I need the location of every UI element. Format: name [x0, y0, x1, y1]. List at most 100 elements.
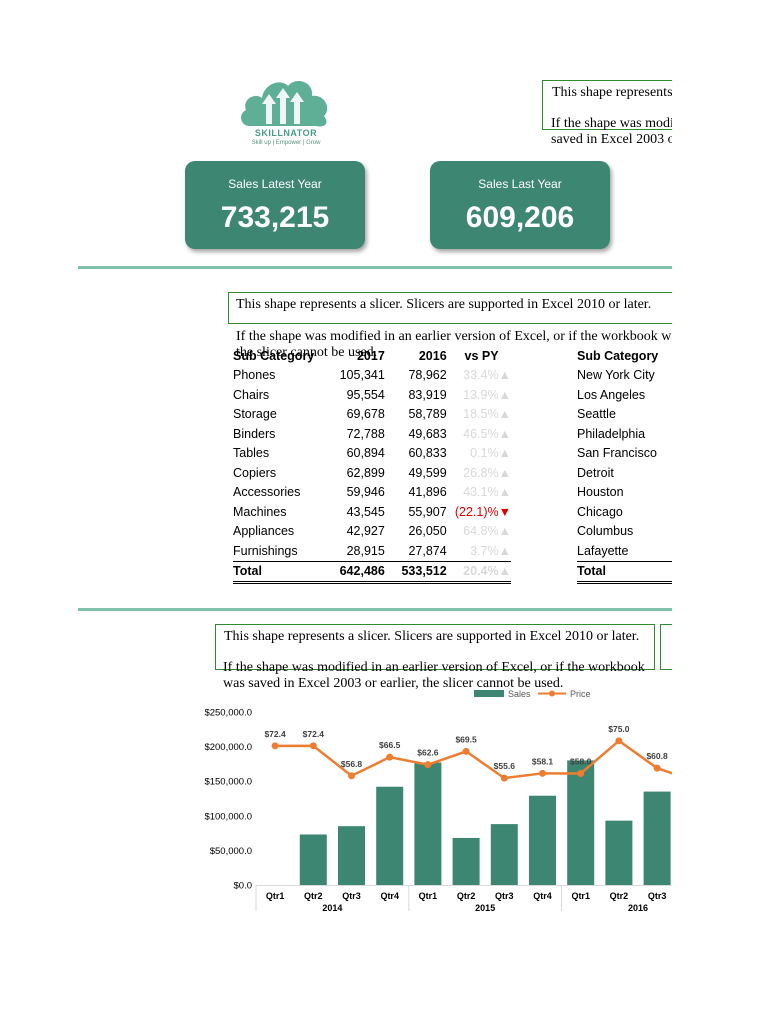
kpi-sales-last-year: Sales Last Year 609,206 — [430, 161, 610, 249]
subcategory-cell: Tables — [233, 446, 270, 461]
slicer-text: This shape represents a slicer. Slicers … — [236, 297, 652, 312]
sales-2016-cell: 58,789 — [408, 407, 447, 422]
x-tick-label: Qtr3 — [648, 891, 667, 901]
table-row[interactable]: Phones 105,341 78,962 33.4% ▲ — [233, 366, 511, 386]
vs-py-cell: 0.1% — [470, 446, 499, 461]
table-row[interactable]: Machines 43,545 55,907 (22.1)% ▼ — [233, 502, 511, 522]
table-row[interactable]: Houston — [577, 483, 672, 503]
sales-2017-cell: 28,915 — [346, 543, 385, 558]
sales-bar — [338, 826, 365, 885]
sales-2017-cell: 59,946 — [346, 485, 385, 500]
vs-py-cell: 46.5% — [463, 426, 499, 441]
table-row[interactable]: Appliances 42,927 26,050 64.8% ▲ — [233, 522, 511, 542]
column-header[interactable]: vs PY — [464, 348, 499, 363]
sales-2016-cell: 27,874 — [408, 543, 447, 558]
table-row[interactable]: San Francisco — [577, 444, 672, 464]
subcategory-cell: Furnishings — [233, 543, 298, 558]
column-header[interactable]: 2017 — [356, 348, 385, 363]
table-row[interactable]: Accessories 59,946 41,896 43.1% ▲ — [233, 483, 511, 503]
subcategory-cell: Accessories — [233, 485, 301, 500]
sales-2016-cell: 41,896 — [408, 485, 447, 500]
sales-bar — [376, 786, 404, 885]
table-row[interactable]: Chicago — [577, 502, 672, 522]
total-label: Total — [233, 560, 323, 584]
sales-2016-cell: 60,833 — [408, 446, 447, 461]
table-row[interactable]: Chairs 95,554 83,919 13.9% ▲ — [233, 385, 511, 405]
sales-2016-cell: 55,907 — [408, 504, 447, 519]
column-header[interactable]: Sub Category — [577, 348, 659, 363]
sales-bar — [490, 824, 518, 885]
slicer-placeholder-bottom[interactable]: This shape represents a slicer. Slicers … — [215, 624, 655, 670]
city-cell: San Francisco — [577, 446, 657, 461]
table-row[interactable]: Columbus — [577, 522, 672, 542]
section-divider — [78, 266, 672, 269]
table-row[interactable]: Storage 69,678 58,789 18.5% ▲ — [233, 405, 511, 425]
price-data-label: $75.0 — [608, 724, 630, 734]
up-arrow-icon: ▲ — [498, 465, 511, 480]
down-arrow-icon: ▼ — [498, 504, 511, 519]
sales-2017-cell: 62,899 — [346, 465, 385, 480]
column-header[interactable]: 2016 — [418, 348, 447, 363]
price-data-label: $58.0 — [570, 757, 592, 767]
subcategory-cell: Phones — [233, 368, 276, 383]
sales-2017-cell: 105,341 — [339, 368, 385, 383]
table-row[interactable]: Detroit — [577, 463, 672, 483]
slicer-placeholder-right[interactable] — [660, 624, 672, 670]
price-data-label: $60.8 — [646, 751, 668, 761]
subcategory-cell: Appliances — [233, 524, 295, 539]
vs-py-cell: 26.8% — [463, 465, 499, 480]
price-marker — [615, 737, 623, 745]
table-row[interactable]: New York City — [577, 366, 672, 386]
up-arrow-icon: ▲ — [498, 387, 511, 402]
price-marker — [424, 761, 432, 769]
vs-py-cell: 43.1% — [463, 485, 499, 500]
vs-py-cell: 64.8% — [463, 524, 499, 539]
table-row[interactable]: Los Angeles — [577, 385, 672, 405]
logo-name: SKILLNATOR — [254, 128, 318, 138]
up-arrow-icon: ▲ — [498, 560, 511, 584]
subcategory-cell: Storage — [233, 407, 277, 422]
table-row[interactable]: Seattle — [577, 405, 672, 425]
price-marker — [271, 742, 279, 750]
slicer-placeholder-mid[interactable]: This shape represents a slicer. Slicers … — [228, 292, 672, 324]
total-2017-cell: 642,486 — [322, 560, 385, 584]
table-row[interactable]: Furnishings 28,915 27,874 3.7% ▲ — [233, 541, 511, 561]
skillnator-logo: SKILLNATOR Skill up | Empower | Grow — [236, 74, 336, 154]
x-group-label: 2015 — [475, 903, 495, 913]
sales-bar — [299, 834, 327, 885]
city-cell: Columbus — [577, 524, 634, 539]
price-marker — [386, 753, 394, 761]
table-row[interactable]: Philadelphia — [577, 424, 672, 444]
slicer-placeholder-top[interactable]: This shape represents — [542, 80, 672, 130]
table-row[interactable]: Lafayette — [577, 541, 672, 561]
x-tick-label: Qtr4 — [380, 891, 399, 901]
sales-2017-cell: 95,554 — [346, 387, 385, 402]
x-tick-label: Qtr4 — [533, 891, 552, 901]
up-arrow-icon: ▲ — [498, 426, 511, 441]
y-tick-label: $200,000.0 — [204, 742, 252, 753]
city-cell: Seattle — [577, 407, 616, 422]
city-cell: Detroit — [577, 465, 614, 480]
city-cell: Houston — [577, 485, 624, 500]
table-header-row: Sub Category — [577, 346, 672, 366]
column-header[interactable]: Sub Category — [233, 348, 315, 363]
city-table: Sub Category New York City Los Angeles Sea… — [577, 346, 672, 584]
vs-py-cell: 33.4% — [463, 368, 499, 383]
price-data-label: $72.4 — [303, 729, 325, 739]
vs-py-cell: 13.9% — [463, 387, 499, 402]
sales-2017-cell: 43,545 — [346, 504, 385, 519]
table-row[interactable]: Copiers 62,899 49,599 26.8% ▲ — [233, 463, 511, 483]
x-tick-label: Qtr2 — [304, 891, 323, 901]
sales-2016-cell: 78,962 — [408, 368, 447, 383]
sales-bar — [643, 791, 671, 885]
price-marker — [500, 774, 508, 782]
sales-bar — [452, 837, 480, 885]
city-cell: Philadelphia — [577, 426, 646, 441]
table-row[interactable]: Tables 60,894 60,833 0.1% ▲ — [233, 444, 511, 464]
price-marker — [539, 769, 546, 777]
kpi-value: 733,215 — [220, 201, 330, 234]
sales-2016-cell: 49,683 — [408, 426, 447, 441]
table-row[interactable]: Binders 72,788 49,683 46.5% ▲ — [233, 424, 511, 444]
slicer-text: saved in Excel 2003 o — [551, 132, 672, 147]
sales-2017-cell: 72,788 — [346, 426, 385, 441]
